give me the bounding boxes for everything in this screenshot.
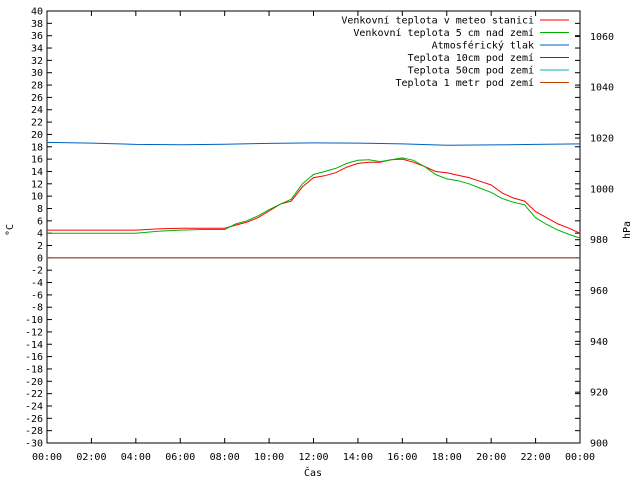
x-tick-label: 08:00: [210, 452, 240, 463]
y-left-tick-label: 24: [31, 105, 43, 116]
y-right-tick-label: 980: [590, 235, 608, 246]
x-tick-label: 10:00: [254, 452, 284, 463]
series-line-2: [46, 141, 581, 146]
y-left-tick-label: 12: [31, 179, 43, 190]
x-axis-label: Čas: [304, 466, 322, 479]
y-left-tick-label: 16: [31, 155, 43, 166]
y-left-tick-label: 20: [31, 130, 43, 141]
y-right-tick-label: 920: [590, 388, 608, 399]
y-left-tick-label: -10: [25, 315, 43, 326]
series-line-0: [47, 158, 581, 234]
legend-label: Teplota 10cm pod zemí: [408, 52, 534, 64]
y-left-tick-label: 40: [31, 7, 43, 18]
y-left-tick-label: -18: [25, 364, 43, 375]
x-tick-label: 22:00: [521, 452, 551, 463]
y-left-tick-label: 10: [31, 192, 43, 203]
y-left-tick-label: 26: [31, 93, 43, 104]
y-left-tick-label: -24: [25, 401, 43, 412]
y-right-tick-label: 900: [590, 439, 608, 450]
y-right-tick-label: 960: [590, 286, 608, 297]
y-left-tick-label: -26: [25, 414, 43, 425]
y-left-tick-label: 18: [31, 142, 43, 153]
x-tick-label: 04:00: [121, 452, 151, 463]
y-left-axis: -30-28-26-24-22-20-18-16-14-12-10-8-6-4-…: [25, 7, 580, 450]
y-right-tick-label: 1020: [590, 134, 614, 145]
y-right-tick-label: 940: [590, 337, 608, 348]
y-left-tick-label: 8: [37, 204, 43, 215]
legend-label: Atmosférický tlak: [432, 40, 534, 52]
y-left-tick-label: -12: [25, 327, 43, 338]
legend-label: Teplota 1 metr pod zemí: [396, 77, 534, 89]
y-left-tick-label: 0: [37, 253, 43, 264]
y-left-axis-label: °C: [5, 224, 16, 236]
series-lines: [46, 141, 581, 259]
y-left-tick-label: -28: [25, 426, 43, 437]
x-tick-label: 18:00: [432, 452, 462, 463]
legend-label: Venkovní teplota 5 cm nad zemí: [353, 27, 534, 39]
y-left-tick-label: -30: [25, 439, 43, 450]
y-left-tick-label: -8: [31, 303, 43, 314]
y-right-tick-label: 1040: [590, 83, 614, 94]
x-tick-label: 12:00: [298, 452, 328, 463]
y-right-axis: 900 920 940 960 980 1000 1020 1040 1060: [575, 32, 614, 450]
series-line-1: [47, 157, 581, 239]
x-tick-label: 14:00: [343, 452, 373, 463]
y-right-tick-label: 1060: [590, 32, 614, 43]
legend-label: Venkovní teplota v meteo stanici: [341, 15, 534, 27]
y-left-tick-label: -20: [25, 377, 43, 388]
legend: Venkovní teplota v meteo staniciVenkovní…: [341, 15, 569, 89]
y-left-tick-label: 4: [37, 229, 43, 240]
x-tick-label: 00:00: [565, 452, 595, 463]
y-left-tick-label: -2: [31, 266, 43, 277]
y-left-tick-label: 22: [31, 118, 43, 129]
y-left-tick-label: 34: [31, 44, 43, 55]
y-left-tick-label: 14: [31, 167, 43, 178]
y-left-tick-label: 2: [37, 241, 43, 252]
y-left-tick-label: -4: [31, 278, 43, 289]
x-tick-label: 20:00: [476, 452, 506, 463]
y-left-tick-label: 32: [31, 56, 43, 67]
legend-label: Teplota 50cm pod zemí: [408, 65, 534, 77]
x-tick-label: 06:00: [165, 452, 195, 463]
y-right-axis-label: hPa: [622, 221, 633, 239]
y-left-tick-label: -6: [31, 290, 43, 301]
y-right-tick-label: 1000: [590, 184, 614, 195]
x-axis: 00:00 02:00 04:00 06:00 08:00 10:00 12:00 14:00…: [32, 11, 595, 463]
y-left-tick-label: 28: [31, 81, 43, 92]
x-tick-label: 16:00: [387, 452, 417, 463]
y-left-tick-label: -14: [25, 340, 43, 351]
y-left-tick-label: 38: [31, 19, 43, 30]
y-left-tick-label: -16: [25, 352, 43, 363]
x-tick-label: 00:00: [32, 452, 62, 463]
y-left-tick-label: 30: [31, 68, 43, 79]
x-tick-label: 02:00: [76, 452, 106, 463]
y-left-tick-label: -22: [25, 389, 43, 400]
y-left-tick-label: 36: [31, 31, 43, 42]
y-left-tick-label: 6: [37, 216, 43, 227]
